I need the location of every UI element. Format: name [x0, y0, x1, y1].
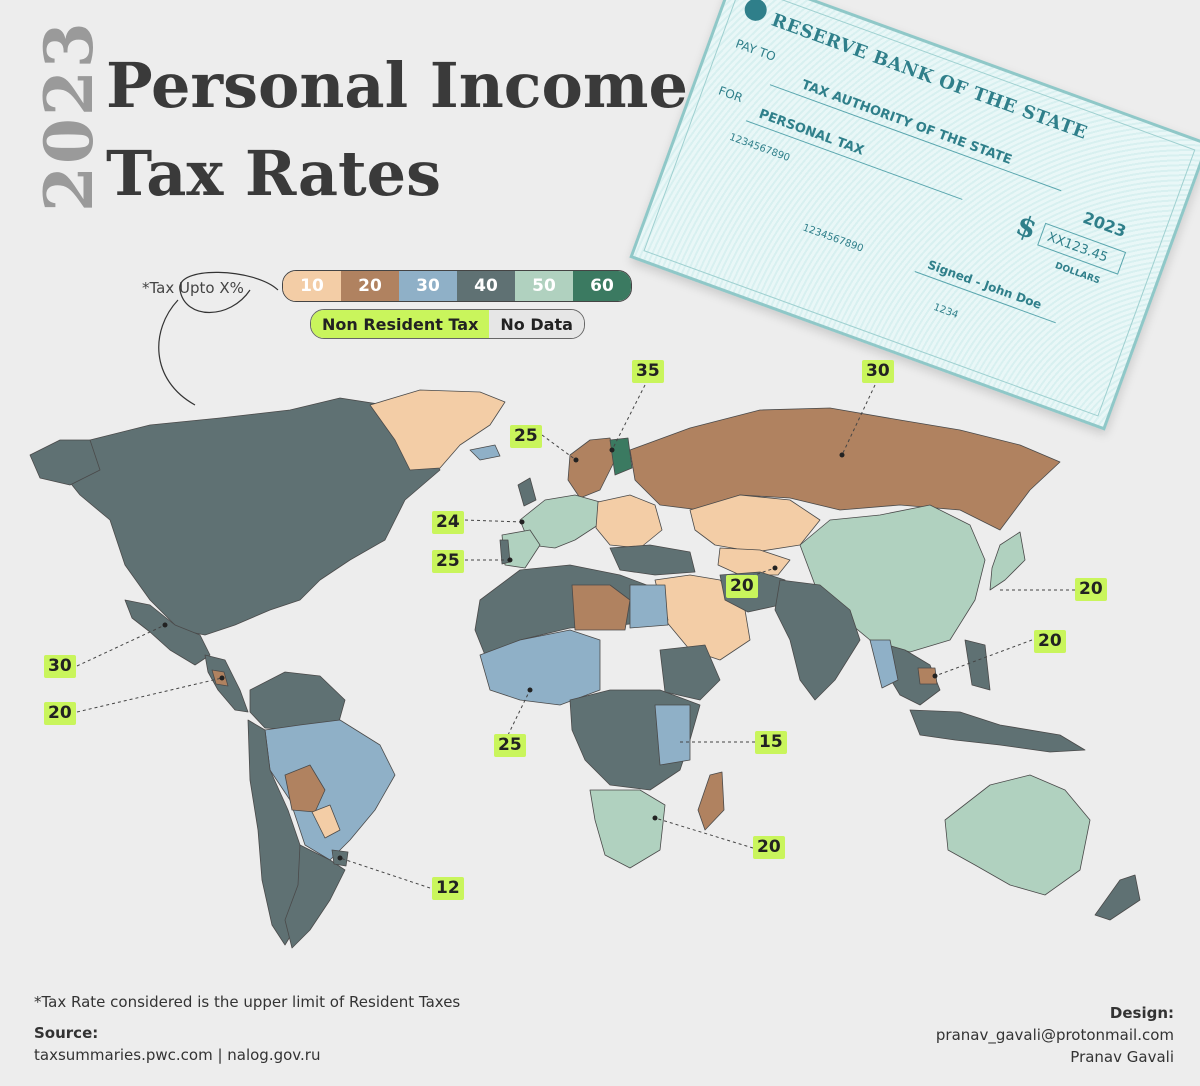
legend-extra: Non Resident Tax No Data [310, 309, 585, 339]
source-label: Source: [34, 1024, 99, 1042]
annotation-afghanistan: 20 [726, 575, 758, 598]
design-name: Pranav Gavali [1070, 1048, 1174, 1066]
dot-spain [519, 519, 525, 525]
dot-finland [609, 447, 615, 453]
design-email: pranav_gavali@protonmail.com [935, 1026, 1174, 1044]
country-iceland [469, 444, 501, 461]
dot-afghanistan [772, 565, 778, 571]
country-madagascar [697, 771, 725, 831]
leader-norway [541, 434, 577, 461]
country-indonesia [909, 709, 1086, 753]
annotation-russia: 30 [862, 360, 894, 383]
country-finland [609, 437, 633, 476]
title-line-1: Personal Income [106, 49, 688, 122]
annotation-cambodia: 20 [1034, 630, 1066, 653]
country-uk [517, 477, 537, 507]
country-eastern-europe [595, 494, 663, 549]
title-line-2: Tax Rates [106, 137, 442, 210]
country-australia [944, 774, 1091, 896]
country-southern-africa [589, 789, 666, 869]
leader-uruguay [339, 857, 431, 889]
leader-mexico [76, 624, 166, 667]
country-mexico [124, 599, 211, 666]
leader-spain [464, 519, 523, 523]
country-bolivia [284, 764, 326, 813]
annotation-portugal: 25 [432, 550, 464, 573]
country-paraguay [311, 804, 341, 839]
dot-mexico [162, 622, 168, 628]
legend-swatch-10: 10 [283, 271, 341, 301]
dot-cambodia [932, 673, 938, 679]
country-japan [989, 531, 1026, 591]
country-east-africa [654, 704, 691, 766]
dot-portugal [507, 557, 513, 563]
legend-swatch-60: 60 [573, 271, 631, 301]
legend-no-data: No Data [489, 310, 584, 338]
dot-ghana [527, 687, 533, 693]
legend-swatch-40: 40 [457, 271, 515, 301]
country-canada-usa [59, 397, 441, 636]
dot-norway [573, 457, 579, 463]
legend-scale: 10 20 30 40 50 60 [282, 270, 632, 302]
annotation-kenya: 15 [755, 731, 787, 754]
annotation-uruguay: 12 [432, 877, 464, 900]
country-cambodia [917, 667, 938, 685]
dot-uruguay [337, 855, 343, 861]
leader-mozambique [654, 817, 754, 849]
country-libya [571, 584, 631, 631]
dot-mozambique [652, 815, 658, 821]
leader-russia [841, 384, 876, 456]
annotation-nicaragua: 20 [44, 702, 76, 725]
country-philippines [964, 639, 991, 691]
country-greenland [369, 389, 506, 471]
legend-swatch-50: 50 [515, 271, 573, 301]
country-brazil [264, 719, 396, 861]
annotation-mexico: 30 [44, 655, 76, 678]
legend-swatch-20: 20 [341, 271, 399, 301]
annotation-ghana: 25 [494, 734, 526, 757]
legend-swatch-30: 30 [399, 271, 457, 301]
country-myanmar [869, 639, 899, 689]
country-india [774, 579, 861, 701]
country-alaska [29, 439, 101, 486]
leader-finland [611, 384, 646, 451]
dot-russia [839, 452, 845, 458]
annotation-spain: 24 [432, 511, 464, 534]
country-new-zealand [1094, 874, 1141, 921]
annotation-taiwan: 20 [1075, 578, 1107, 601]
country-balkans-turkey [609, 544, 696, 576]
country-west-africa [479, 629, 601, 706]
country-egypt [629, 584, 669, 629]
annotation-mozambique: 20 [753, 836, 785, 859]
leader-ghana [507, 689, 531, 736]
country-norway-sweden [567, 437, 616, 499]
dot-nicaragua [219, 675, 225, 681]
legend-caption: *Tax Upto X% [142, 279, 244, 297]
leader-lines [76, 384, 1075, 889]
country-central-asia-south [717, 547, 791, 576]
legend-non-resident: Non Resident Tax [311, 310, 490, 338]
annotation-finland: 35 [632, 360, 664, 383]
legend-loop-arrow [179, 271, 279, 313]
leader-dots [162, 447, 938, 861]
legend-pointer-arrow [158, 299, 196, 406]
page-title: Personal Income Tax Rates [106, 42, 688, 218]
design-label: Design: [1109, 1004, 1174, 1022]
footnote: *Tax Rate considered is the upper limit … [34, 993, 461, 1011]
design-credits: Design: pranav_gavali@protonmail.com Pra… [936, 1002, 1174, 1068]
leader-cambodia [934, 639, 1033, 677]
country-horn-africa [659, 644, 721, 701]
source-value: taxsummaries.pwc.com | nalog.gov.ru [34, 1046, 321, 1064]
leader-nicaragua [76, 677, 223, 713]
annotation-norway: 25 [510, 425, 542, 448]
